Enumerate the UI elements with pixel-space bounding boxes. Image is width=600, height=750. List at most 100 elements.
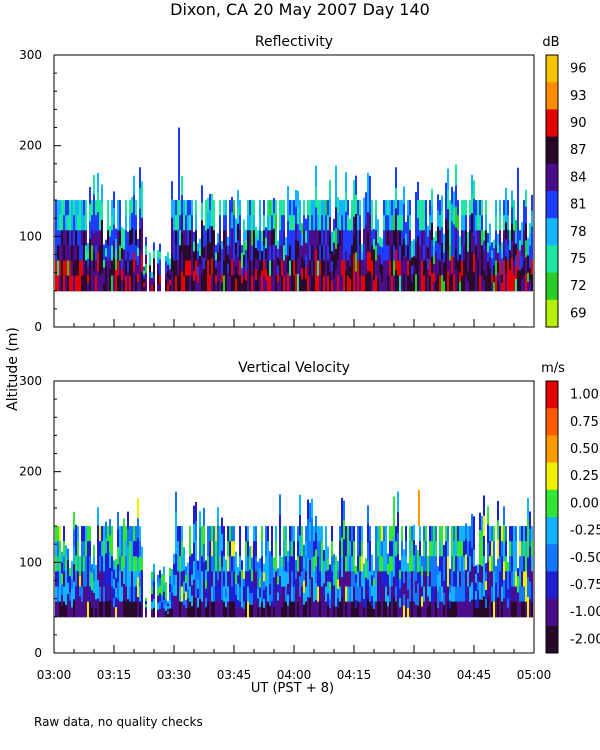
velocity-heat-cell	[127, 511, 129, 530]
velocity-heat-cell	[95, 608, 97, 618]
reflectivity-heat-cell	[373, 280, 375, 292]
velocity-heat-cell	[291, 571, 293, 588]
reflectivity-heat-cell	[81, 230, 83, 246]
velocity-heat-cell	[113, 588, 115, 599]
reflectivity-heat-cell	[437, 242, 439, 260]
velocity-heat-cell	[135, 526, 137, 542]
velocity-heat-cell	[281, 566, 283, 578]
velocity-heat-cell	[243, 571, 245, 580]
reflectivity-heat-cell	[515, 278, 517, 292]
reflectivity-heat-cell	[491, 242, 493, 251]
reflectivity-heat-cell	[329, 253, 331, 273]
velocity-heat-cell	[83, 541, 85, 557]
velocity-heat-cell	[429, 556, 431, 572]
reflectivity-heat-cell	[117, 200, 119, 216]
reflectivity-heat-cell	[505, 205, 507, 223]
velocity-heat-cell	[119, 556, 121, 572]
reflectivity-heat-cell	[87, 282, 89, 292]
reflectivity-heat-cell	[433, 237, 435, 247]
reflectivity-heat-cell	[231, 259, 233, 276]
velocity-heat-cell	[167, 606, 169, 610]
reflectivity-heat-cell	[229, 260, 231, 277]
reflectivity-heat-cell	[241, 260, 243, 269]
velocity-heat-cell	[105, 569, 107, 586]
reflectivity-heat-cell	[321, 260, 323, 277]
reflectivity-heat-cell	[457, 260, 459, 277]
velocity-heat-cell	[423, 526, 425, 542]
reflectivity-heat-cell	[327, 230, 329, 246]
velocity-heat-cell	[411, 571, 413, 588]
velocity-heat-cell	[93, 568, 95, 582]
velocity-heat-cell	[389, 526, 391, 542]
reflectivity-heat-cell	[291, 230, 293, 246]
velocity-heat-cell	[501, 571, 503, 588]
reflectivity-heat-cell	[377, 255, 379, 268]
reflectivity-heat-cell	[237, 206, 239, 225]
velocity-heat-cell	[71, 607, 73, 618]
reflectivity-heat-cell	[505, 239, 507, 258]
velocity-heat-cell	[341, 497, 343, 519]
reflectivity-heat-cell	[435, 260, 437, 272]
velocity-heat-cell	[297, 541, 299, 557]
reflectivity-heat-cell	[405, 233, 407, 246]
velocity-heat-cell	[303, 580, 305, 594]
velocity-heat-cell	[169, 567, 171, 577]
reflectivity-heat-cell	[141, 272, 143, 292]
velocity-heat-cell	[349, 541, 351, 557]
velocity-heat-cell	[103, 556, 105, 572]
velocity-heat-cell	[225, 559, 227, 570]
velocity-heat-cell	[441, 571, 443, 588]
reflectivity-heat-cell	[81, 260, 83, 277]
reflectivity-heat-cell	[415, 257, 417, 275]
reflectivity-heat-cell	[335, 186, 337, 208]
velocity-heat-cell	[311, 538, 313, 559]
velocity-heat-cell	[79, 566, 81, 577]
reflectivity-heatmap	[55, 127, 533, 292]
velocity-heat-cell	[349, 571, 351, 588]
reflectivity-heat-cell	[329, 272, 331, 292]
velocity-heat-cell	[473, 516, 475, 534]
reflectivity-heat-cell	[151, 284, 153, 289]
velocity-heat-cell	[317, 601, 319, 618]
reflectivity-heat-cell	[293, 245, 295, 262]
reflectivity-heat-cell	[301, 279, 303, 292]
reflectivity-heat-cell	[499, 215, 501, 231]
velocity-heat-cell	[421, 606, 423, 618]
reflectivity-heat-cell	[489, 257, 491, 269]
velocity-heat-cell	[277, 592, 279, 602]
reflectivity-heat-cell	[393, 215, 395, 231]
reflectivity-heat-cell	[439, 230, 441, 246]
reflectivity-heat-cell	[297, 190, 299, 209]
velocity-heat-cell	[205, 588, 207, 599]
velocity-heat-cell	[503, 579, 505, 599]
velocity-heat-cell	[481, 515, 483, 534]
velocity-heat-cell	[509, 586, 511, 603]
velocity-heat-cell	[185, 591, 187, 601]
velocity-heat-cell	[243, 601, 245, 610]
reflectivity-heat-cell	[101, 255, 103, 274]
velocity-heat-cell	[193, 561, 195, 581]
velocity-heat-cell	[511, 556, 513, 572]
reflectivity-heat-cell	[131, 212, 133, 229]
reflectivity-heat-cell	[123, 280, 125, 292]
reflectivity-heat-cell	[91, 260, 93, 277]
reflectivity-heat-cell	[141, 217, 143, 237]
velocity-heat-cell	[171, 576, 173, 586]
velocity-heat-cell	[217, 580, 219, 600]
reflectivity-heat-cell	[85, 245, 87, 262]
reflectivity-heat-cell	[391, 200, 393, 216]
velocity-heat-cell	[115, 559, 117, 570]
reflectivity-heat-cell	[441, 211, 443, 228]
reflectivity-heat-cell	[473, 235, 475, 255]
reflectivity-heat-cell	[369, 233, 371, 254]
reflectivity-heat-cell	[177, 245, 179, 262]
velocity-heat-cell	[137, 537, 139, 559]
reflectivity-heat-cell	[229, 230, 231, 246]
velocity-heat-cell	[501, 526, 503, 542]
reflectivity-heat-cell	[123, 270, 125, 282]
velocity-heat-cell	[69, 608, 71, 618]
reflectivity-heat-cell	[151, 274, 153, 279]
reflectivity-heat-cell	[385, 275, 387, 292]
velocity-heat-cell	[463, 571, 465, 588]
velocity-heat-cell	[173, 564, 175, 576]
